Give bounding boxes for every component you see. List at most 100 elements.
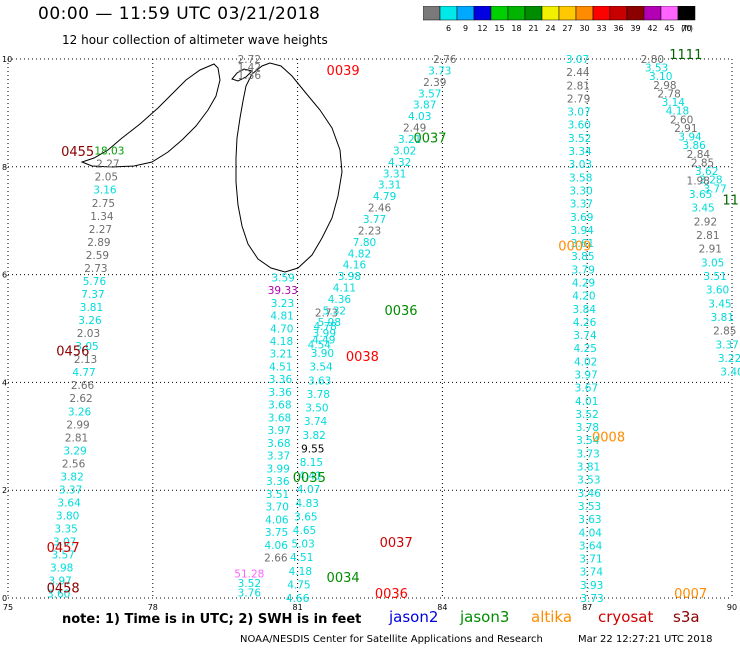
wave-height-value: 2.23 [358,225,381,237]
wave-height-value: 3.86 [682,140,706,152]
sri-lanka-coastline [80,62,343,273]
legend-swatch [609,6,628,21]
footer-note: note: 1) Time is in UTC; 2) SWH is in fe… [62,612,362,627]
legend-swatch [507,6,526,21]
wave-height-value: 2.81 [567,80,590,92]
wave-height-value: 3.51 [703,271,726,283]
wave-height-value: 2.66 [264,553,288,565]
wave-height-value: 3.52 [568,133,591,145]
wave-height-value: 2.60 [670,114,693,126]
wave-height-value: 3.36 [266,476,290,488]
wave-height-value: 2.84 [687,149,711,161]
wave-height-value: 3.14 [662,97,686,109]
wave-height-value: 3.64 [57,497,81,509]
wave-height-value: 3.07 [567,107,590,119]
wave-height-value: 3.97 [48,576,71,588]
wave-height-value: 3.67 [575,383,598,395]
track-track-E: 3.072.442.812.793.073.603.523.343.033.58… [566,54,604,605]
pass-time-label: 0009 [558,239,591,254]
wave-height-value: 4.79 [373,191,396,203]
wave-height-value: 3.34 [568,146,592,158]
wave-height-value: 3.90 [311,348,334,360]
wave-height-value: 3.60 [47,589,70,601]
wave-height-value: 7.80 [353,237,376,249]
wave-height-value: 3.76 [238,588,262,600]
pass-time-label: 0037 [380,536,413,551]
wave-height-value: 2.49 [403,123,426,135]
legend-tick-label: 18 [511,24,521,33]
legend-tick-label: 30 [579,24,589,33]
x-tick-label: 90 [727,603,737,612]
wave-height-value: 1.42 [238,62,261,74]
legend-tick-label: 24 [545,24,555,33]
wave-height-value: 3.74 [573,330,597,342]
wave-height-value: 4.49 [312,335,335,347]
y-tick-label: 4 [2,378,7,387]
wave-height-value: 4.16 [343,260,367,272]
wave-height-value: 2.75 [92,198,115,210]
plot-grid [7,58,733,599]
wave-height-value: 3.23 [271,298,294,310]
pass-time-label: 0455 [61,145,94,160]
legend-swatch [677,6,696,21]
x-tick-label: 87 [582,603,592,612]
chart-title: 00:00 — 11:59 UTC 03/21/2018 [38,4,321,24]
wave-height-value: 2.78 [657,88,680,100]
pass-time-label: 0007 [674,587,707,602]
wave-height-value: 3.80 [56,511,79,523]
wave-height-value: 3.62 [695,166,718,178]
wave-height-value: 4.66 [286,593,310,605]
wave-height-value: 4.02 [574,356,597,368]
wave-height-value: 4.29 [572,277,595,289]
wave-height-value: 51.28 [234,569,264,581]
wave-height-value: 2.27 [96,159,119,171]
wave-height-value: 1.34 [90,211,114,223]
wave-height-value: 4.41 [298,471,321,483]
wave-height-value: 3.26 [68,406,92,418]
legend-swatch [660,6,679,21]
wave-height-value: 7.37 [81,289,104,301]
wave-height-value: 3.60 [706,285,729,297]
wave-height-value: 4.20 [572,291,595,303]
legend-swatch [439,6,458,21]
wave-height-value: 3.68 [268,400,291,412]
track-track-D: 2.763.732.393.573.874.032.493.213.024.32… [308,54,457,352]
wave-height-value: 3.61 [571,238,594,250]
legend-tick-label: 33 [596,24,606,33]
wave-height-value: 3.85 [571,251,594,263]
y-tick-label: 8 [2,163,7,172]
legend-swatch [524,6,543,21]
legend-tick-label: 6 [446,24,451,33]
wave-height-value: 4.51 [269,361,292,373]
wave-height-value: 3.97 [267,425,290,437]
wave-height-value: 3.69 [570,212,593,224]
wave-height-value: 4.25 [574,343,597,355]
wave-height-value: 3.21 [269,349,292,361]
wave-height-value: 5.32 [323,305,346,317]
wave-height-value: 2.39 [423,77,446,89]
wave-height-value: 3.68 [267,438,290,450]
wave-height-value: 2.66 [71,380,95,392]
wave-height-value: 3.05 [75,341,98,353]
wave-height-value: 3.77 [363,214,386,226]
wave-height-value: 2.05 [95,172,118,184]
wave-height-value: 2.27 [89,224,112,236]
wave-height-value: 4.11 [333,283,356,295]
wave-height-value: 3.37 [267,451,290,463]
wave-height-value: 3.74 [304,416,328,428]
wave-height-value: 2.89 [87,237,110,249]
wave-height-value: 2.44 [566,67,590,79]
wave-height-value: 3.46 [578,488,602,500]
wave-height-value: 3.36 [269,374,293,386]
wave-height-value: 3.31 [383,168,406,180]
legend-tick-label: 39 [630,24,640,33]
wave-height-value: 3.03 [569,159,592,171]
wave-height-value: 1.36 [238,70,262,82]
wave-height-value: 5.76 [83,276,107,288]
legend-tick-label: 70 [681,24,691,33]
wave-height-value: 3.70 [266,502,289,514]
wave-height-value: 4.65 [293,525,316,537]
pass-time-label: 0456 [56,344,89,359]
wave-height-value: 3.37 [570,199,593,211]
wave-height-value: 2.62 [69,393,92,405]
